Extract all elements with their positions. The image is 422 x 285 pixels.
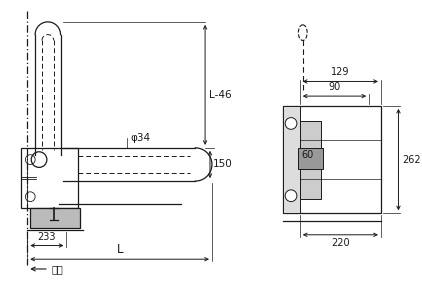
- Text: 60: 60: [302, 150, 314, 160]
- Bar: [283, 106, 381, 213]
- Text: L-46: L-46: [209, 90, 232, 100]
- Circle shape: [285, 190, 297, 201]
- Text: 220: 220: [331, 238, 350, 248]
- Circle shape: [285, 118, 297, 129]
- Text: 90: 90: [328, 82, 341, 92]
- Text: L: L: [116, 243, 123, 256]
- Text: 233: 233: [38, 232, 56, 242]
- Text: 129: 129: [331, 67, 349, 77]
- Text: 壁面: 壁面: [52, 264, 63, 274]
- Text: 150: 150: [213, 160, 233, 170]
- Bar: [30, 208, 80, 228]
- Text: 262: 262: [402, 154, 421, 165]
- Bar: [22, 148, 78, 208]
- Bar: [298, 148, 323, 169]
- Bar: [283, 106, 300, 213]
- Text: φ34: φ34: [130, 133, 150, 143]
- Bar: [300, 121, 321, 199]
